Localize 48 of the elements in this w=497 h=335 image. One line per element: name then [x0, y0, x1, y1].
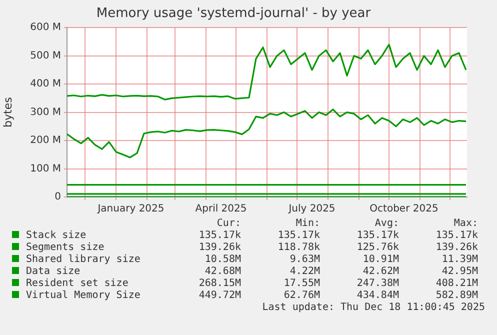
- text: Avg:: [374, 218, 399, 230]
- text: 139.26k: [434, 242, 478, 254]
- text: Last update: Thu Dec 18 11:00:45 2025: [262, 302, 485, 313]
- text: 582.89M: [434, 290, 478, 302]
- y-tick-label: 400 M: [30, 78, 61, 90]
- text: 17.55M: [282, 278, 320, 290]
- legend-label: Shared library size: [25, 254, 142, 266]
- x-tick-label: April 2025: [195, 204, 247, 215]
- legend-label: Resident set size: [25, 278, 130, 290]
- legend-label: Segments size: [25, 242, 106, 254]
- text: 408.21M: [434, 278, 478, 290]
- text: 247.38M: [356, 278, 399, 290]
- y-axis-title: bytes: [1, 96, 14, 128]
- text: 135.17k: [434, 230, 478, 242]
- text: 268.15M: [198, 278, 241, 290]
- legend-label: Stack size: [25, 230, 88, 242]
- y-tick-label: 0: [54, 192, 61, 203]
- text: 10.91M: [362, 254, 399, 266]
- chart-title: Memory usage 'systemd-journal' - by year: [96, 6, 372, 22]
- text: Min:: [294, 218, 320, 230]
- x-tick-label: October 2025: [370, 204, 438, 215]
- text: 11.39M: [440, 254, 478, 266]
- y-tick-label: 200 M: [30, 135, 61, 146]
- x-tick-label: January 2025: [96, 204, 164, 215]
- x-tick-label: July 2025: [288, 204, 336, 215]
- text: Cur:: [216, 218, 241, 230]
- text: 9.63M: [288, 254, 320, 266]
- y-tick-label: 600 M: [30, 22, 61, 34]
- text: 10.58M: [204, 254, 241, 266]
- text: Max:: [452, 218, 478, 230]
- text: 139.26k: [198, 242, 241, 254]
- y-tick-label: 300 M: [30, 106, 61, 118]
- text: 42.68M: [204, 266, 241, 278]
- text: 42.95M: [440, 266, 478, 278]
- text: 62.76M: [282, 290, 320, 302]
- text: 434.84M: [356, 290, 399, 302]
- y-tick-label: 100 M: [30, 163, 61, 174]
- text: 135.17k: [356, 230, 399, 242]
- text: 125.76k: [356, 242, 399, 254]
- text: 135.17k: [276, 230, 320, 242]
- text: 4.22M: [288, 266, 320, 278]
- text: 449.72M: [198, 290, 241, 302]
- text: 118.78k: [276, 242, 320, 254]
- legend-label: Virtual Memory Size: [25, 290, 142, 302]
- text: 42.62M: [362, 266, 399, 278]
- legend-label: Data size: [25, 266, 82, 278]
- text: 135.17k: [198, 230, 241, 242]
- y-tick-label: 500 M: [30, 50, 61, 62]
